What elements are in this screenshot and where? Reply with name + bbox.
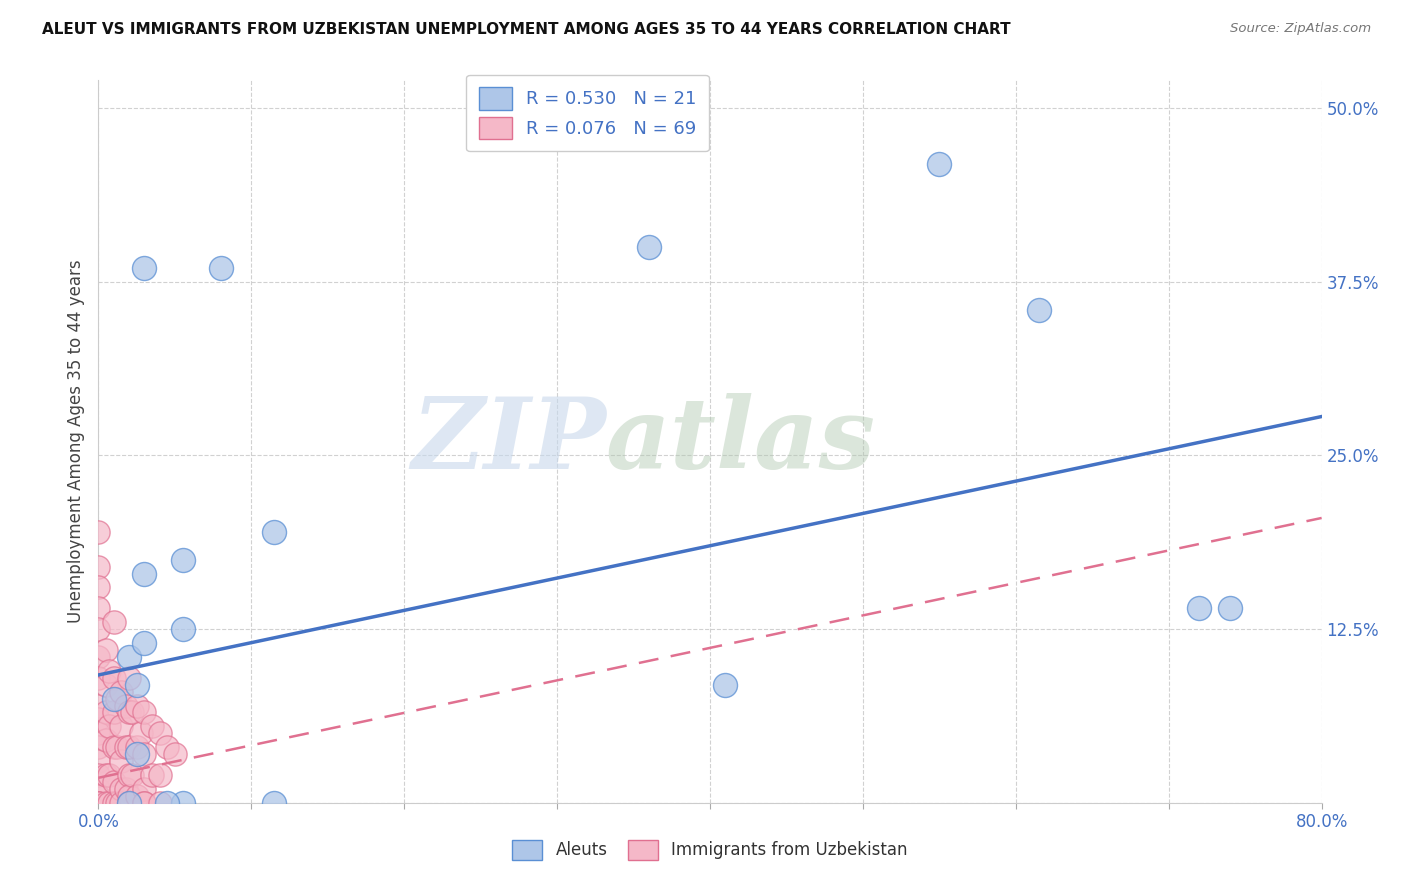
Point: [103, 796, 125, 810]
Point: [103, 775, 125, 789]
Point: [263, 524, 285, 539]
Point: [118, 649, 141, 664]
Point: [928, 156, 950, 170]
Point: [94, 768, 117, 782]
Point: [87, 601, 110, 615]
Point: [134, 747, 156, 761]
Point: [1188, 601, 1211, 615]
Point: [134, 796, 156, 810]
Point: [87, 581, 110, 595]
Point: [134, 260, 156, 275]
Point: [87, 671, 110, 685]
Point: [87, 698, 110, 713]
Point: [172, 796, 194, 810]
Point: [87, 768, 110, 782]
Point: [105, 691, 128, 706]
Point: [118, 706, 141, 720]
Point: [87, 622, 110, 636]
Text: Source: ZipAtlas.com: Source: ZipAtlas.com: [1230, 22, 1371, 36]
Point: [163, 747, 186, 761]
Point: [87, 796, 110, 810]
Point: [209, 260, 232, 275]
Point: [125, 740, 148, 755]
Point: [110, 719, 132, 733]
Text: ALEUT VS IMMIGRANTS FROM UZBEKISTAN UNEMPLOYMENT AMONG AGES 35 TO 44 YEARS CORRE: ALEUT VS IMMIGRANTS FROM UZBEKISTAN UNEM…: [42, 22, 1011, 37]
Point: [87, 713, 110, 727]
Point: [115, 698, 138, 713]
Point: [118, 671, 141, 685]
Point: [134, 706, 156, 720]
Point: [125, 698, 148, 713]
Point: [129, 726, 152, 740]
Point: [134, 796, 156, 810]
Point: [87, 789, 110, 803]
Point: [141, 768, 163, 782]
Point: [115, 740, 138, 755]
Point: [94, 678, 117, 692]
Point: [98, 796, 121, 810]
Point: [125, 747, 148, 761]
Point: [87, 559, 110, 574]
Point: [110, 781, 132, 796]
Point: [121, 706, 143, 720]
Y-axis label: Unemployment Among Ages 35 to 44 years: Unemployment Among Ages 35 to 44 years: [66, 260, 84, 624]
Point: [149, 796, 172, 810]
Point: [87, 796, 110, 810]
Point: [110, 684, 132, 698]
Point: [94, 706, 117, 720]
Point: [149, 768, 172, 782]
Point: [103, 671, 125, 685]
Point: [118, 768, 141, 782]
Point: [105, 740, 128, 755]
Point: [141, 719, 163, 733]
Point: [156, 740, 179, 755]
Point: [103, 706, 125, 720]
Text: ZIP: ZIP: [411, 393, 606, 490]
Point: [118, 796, 141, 810]
Point: [263, 796, 285, 810]
Point: [87, 781, 110, 796]
Point: [87, 726, 110, 740]
Point: [637, 240, 661, 254]
Legend: Aleuts, Immigrants from Uzbekistan: Aleuts, Immigrants from Uzbekistan: [506, 833, 914, 867]
Point: [118, 789, 141, 803]
Text: atlas: atlas: [606, 393, 876, 490]
Point: [103, 615, 125, 630]
Point: [1028, 302, 1050, 317]
Point: [105, 796, 128, 810]
Point: [94, 643, 117, 657]
Point: [87, 740, 110, 755]
Point: [134, 566, 156, 581]
Point: [125, 678, 148, 692]
Point: [118, 740, 141, 755]
Point: [115, 781, 138, 796]
Point: [110, 754, 132, 768]
Point: [149, 726, 172, 740]
Point: [94, 796, 117, 810]
Point: [134, 781, 156, 796]
Point: [87, 796, 110, 810]
Point: [172, 552, 194, 566]
Point: [98, 719, 121, 733]
Point: [94, 733, 117, 747]
Point: [87, 649, 110, 664]
Point: [103, 740, 125, 755]
Point: [1219, 601, 1241, 615]
Point: [156, 796, 179, 810]
Point: [110, 796, 132, 810]
Point: [98, 768, 121, 782]
Point: [714, 678, 737, 692]
Point: [87, 754, 110, 768]
Point: [118, 796, 141, 810]
Point: [134, 636, 156, 650]
Point: [87, 524, 110, 539]
Point: [172, 622, 194, 636]
Point: [125, 789, 148, 803]
Point: [98, 664, 121, 678]
Point: [121, 768, 143, 782]
Point: [103, 691, 125, 706]
